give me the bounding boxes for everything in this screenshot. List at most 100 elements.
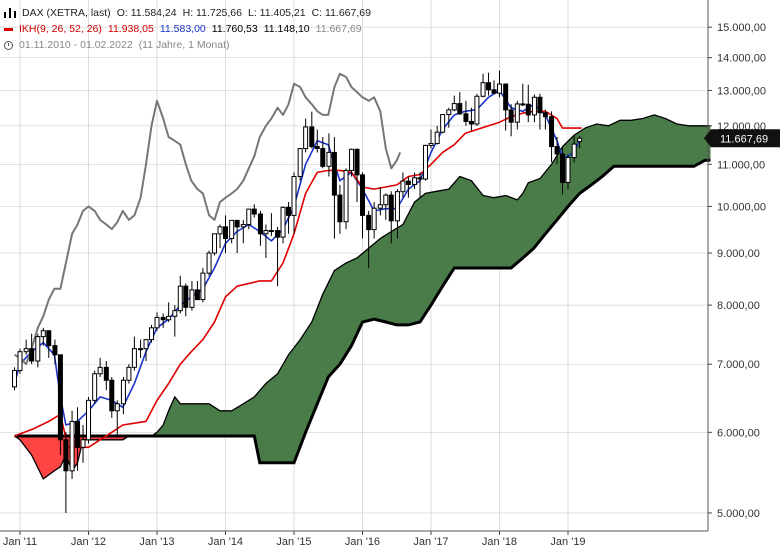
candle <box>114 400 120 437</box>
legend-period: 01.11.2010 - 01.02.2022 <box>19 39 133 51</box>
candle <box>520 83 526 107</box>
candle <box>440 114 446 134</box>
candle-body <box>423 144 429 180</box>
x-tick-label: Jan '15 <box>276 536 311 548</box>
candle <box>57 354 63 456</box>
candle <box>303 118 309 153</box>
candle-body <box>577 137 583 142</box>
candle <box>405 176 411 198</box>
candle <box>565 154 571 190</box>
candle-body <box>326 151 332 167</box>
candle-body <box>468 120 474 125</box>
legend-ikh-row: IKH(9, 26, 52, 26) 11.938,05 11.583,00 1… <box>4 21 377 37</box>
candle <box>268 213 274 237</box>
y-tick-label: 15.000,00 <box>717 22 766 34</box>
y-tick-label: 6.000,00 <box>717 427 760 439</box>
candle-body <box>400 180 406 193</box>
y-tick-label: 13.000,00 <box>717 85 766 97</box>
senkou-span-a-line <box>14 114 711 480</box>
candle-body <box>35 336 41 362</box>
candle <box>343 168 349 230</box>
candle-body <box>160 316 166 321</box>
x-tick-label: Jan '18 <box>482 536 517 548</box>
candle <box>366 210 372 269</box>
candle-body <box>560 153 566 183</box>
candle-body <box>229 219 235 240</box>
candle <box>131 336 137 371</box>
candle <box>412 172 418 190</box>
candle <box>194 280 200 301</box>
candle <box>514 100 520 130</box>
legend-period-row: 01.11.2010 - 01.02.2022 (11 Jahre, 1 Mon… <box>4 37 377 53</box>
candle-body <box>194 289 200 301</box>
candle <box>457 92 463 115</box>
candle <box>29 333 35 365</box>
candle <box>423 144 429 181</box>
candle-body <box>257 213 263 235</box>
candle <box>400 172 406 198</box>
last-price-text: 11.667,69 <box>720 133 768 145</box>
candle <box>428 129 434 149</box>
candle <box>508 104 514 137</box>
candle <box>172 305 178 337</box>
candle-body <box>297 148 303 178</box>
candle <box>246 208 252 230</box>
candle-body <box>75 420 81 448</box>
candle-body <box>263 230 269 235</box>
candlesticks <box>12 70 583 513</box>
y-tick-label: 9.000,00 <box>717 248 760 260</box>
candle-body <box>383 194 389 206</box>
candle-body <box>508 109 514 123</box>
candle-body <box>565 157 571 183</box>
candle-body <box>309 126 315 148</box>
candle-body <box>434 131 440 145</box>
candle <box>360 172 365 239</box>
candle-body <box>177 285 183 312</box>
last-price-label: 11.667,69 <box>704 129 780 148</box>
y-tick-label: 5.000,00 <box>717 508 760 520</box>
candle-body <box>234 219 240 228</box>
candle-body <box>349 148 355 171</box>
candle <box>234 219 240 254</box>
legend-instrument: DAX (XETRA, last) <box>22 7 111 19</box>
candle-body <box>217 226 223 235</box>
candle <box>331 137 337 239</box>
candle <box>297 148 303 181</box>
candle-body <box>275 230 281 238</box>
candle-body <box>57 354 63 441</box>
candle <box>63 432 69 513</box>
candle <box>86 396 91 444</box>
candle-body <box>46 330 52 347</box>
candle <box>451 95 457 112</box>
candle-body <box>354 148 360 176</box>
candle <box>46 330 52 358</box>
candle-body <box>103 366 109 381</box>
candle <box>542 109 548 130</box>
legend-close: C: 11.667,69 <box>311 7 371 19</box>
candle <box>480 73 486 98</box>
candle <box>212 233 218 256</box>
candle-body <box>291 176 297 216</box>
candle <box>138 339 144 358</box>
candle-body <box>120 379 126 405</box>
candle-body <box>440 114 446 133</box>
candle <box>12 367 18 391</box>
candle <box>109 376 115 418</box>
candle <box>537 93 543 130</box>
candle-body <box>126 366 132 381</box>
candle <box>126 364 132 384</box>
candle <box>189 280 195 311</box>
clock-icon <box>4 40 13 50</box>
candle-body <box>268 230 274 233</box>
candle <box>497 70 502 98</box>
candle-body <box>554 146 560 155</box>
candle-body <box>474 95 480 125</box>
candle-body <box>251 208 257 215</box>
legend-ikh-value-2: 11.583,00 <box>159 23 206 35</box>
candle <box>309 111 315 149</box>
x-tick-label: Jan '12 <box>71 536 106 548</box>
candle <box>92 370 98 404</box>
